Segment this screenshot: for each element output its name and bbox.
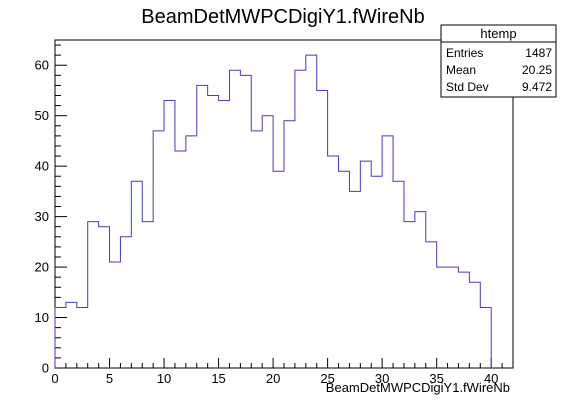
y-tick-label: 50	[35, 108, 49, 123]
histogram-bin	[458, 272, 469, 368]
stats-entries-label: Entries	[446, 46, 483, 60]
histogram-bin	[208, 96, 219, 368]
histogram-bin	[142, 222, 153, 368]
histogram-bin	[480, 307, 491, 368]
histogram-bin	[393, 181, 404, 368]
y-tick-label: 20	[35, 260, 49, 275]
y-tick-label: 60	[35, 58, 49, 73]
histogram-bin	[229, 70, 240, 368]
histogram-bin	[339, 171, 350, 368]
histogram-bin	[120, 237, 131, 368]
stats-title: htemp	[480, 26, 516, 41]
histogram-bin	[404, 222, 415, 368]
histogram-bin	[262, 116, 273, 368]
histogram-bin	[77, 307, 88, 368]
histogram-bin	[317, 90, 328, 368]
x-tick-label: 25	[320, 371, 334, 386]
stats-mean-value: 20.25	[522, 63, 552, 77]
histogram-bin	[164, 101, 175, 368]
stats-stddev-label: Std Dev	[446, 80, 489, 94]
x-axis-label: BeamDetMWPCDigiY1.fWireNb	[326, 380, 510, 395]
histogram-bin	[197, 85, 208, 368]
histogram-bin	[175, 151, 186, 368]
x-tick-label: 35	[429, 371, 443, 386]
histogram-bin	[360, 161, 371, 368]
histogram-bin	[437, 267, 448, 368]
histogram-bin	[186, 136, 197, 368]
y-tick-label: 0	[42, 361, 49, 376]
histogram-bin	[306, 55, 317, 368]
histogram-bin	[349, 191, 360, 368]
histogram-bin	[284, 121, 295, 368]
stats-entries-value: 1487	[525, 46, 552, 60]
y-tick-label: 30	[35, 209, 49, 224]
x-tick-label: 40	[484, 371, 498, 386]
x-tick-label: 10	[157, 371, 171, 386]
histogram-line	[54, 54, 492, 368]
y-tick-label: 40	[35, 159, 49, 174]
histogram-bin	[273, 171, 284, 368]
chart-title: BeamDetMWPCDigiY1.fWireNb	[141, 6, 424, 28]
x-tick-label: 5	[106, 371, 113, 386]
histogram-bin	[219, 101, 230, 368]
histogram-bin	[382, 136, 393, 368]
histogram-bin	[99, 227, 110, 368]
histogram-bin	[328, 156, 339, 368]
x-tick-label: 30	[375, 371, 389, 386]
histogram-bin	[251, 131, 262, 368]
axes: 0 5 10 15 20 25 30 35 40 0 10 20 30 40 50 60	[35, 44, 514, 386]
x-tick-label: 0	[51, 371, 58, 386]
histogram-bin	[469, 282, 480, 368]
x-tick-label: 15	[211, 371, 225, 386]
x-tick-label: 20	[266, 371, 280, 386]
histogram-bin	[371, 176, 382, 368]
histogram-bin	[88, 222, 99, 368]
histogram-bin	[240, 75, 251, 368]
stats-box: htemp Entries 1487 Mean 20.25 Std Dev 9.…	[440, 24, 557, 98]
histogram-bin	[426, 242, 437, 368]
histogram-bin	[131, 181, 142, 368]
histogram-bin	[448, 267, 459, 368]
histogram-bin	[153, 131, 164, 368]
histogram-bin	[415, 212, 426, 368]
y-tick-label: 10	[35, 310, 49, 325]
stats-stddev-value: 9.472	[522, 80, 552, 94]
histogram-bin	[295, 70, 306, 368]
stats-mean-label: Mean	[446, 63, 476, 77]
histogram-bin	[66, 302, 77, 368]
histogram-bin	[110, 262, 121, 368]
